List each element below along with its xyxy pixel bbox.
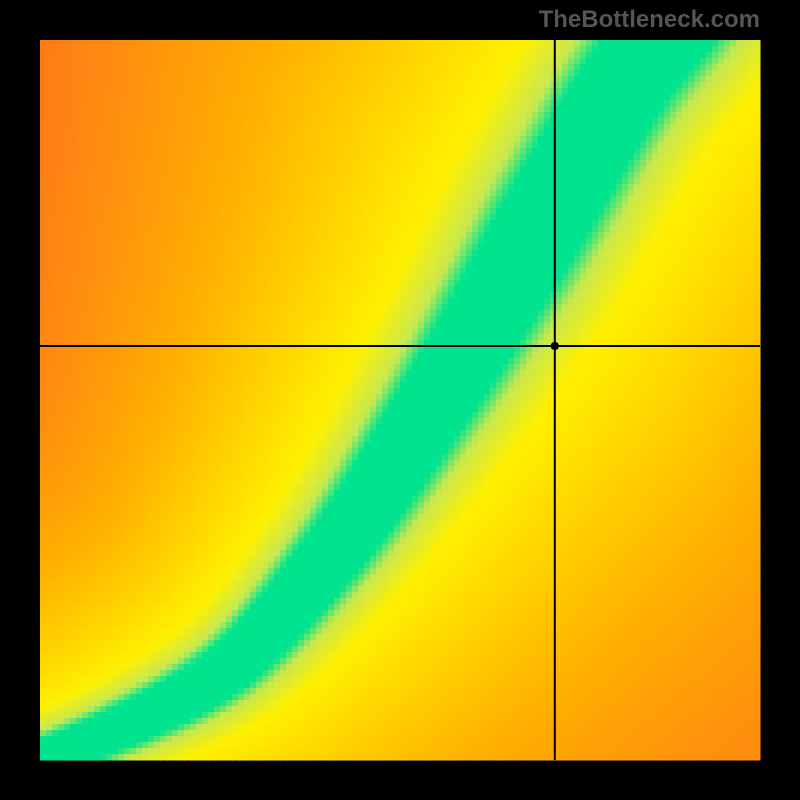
watermark-text: TheBottleneck.com bbox=[539, 6, 760, 34]
chart-container: TheBottleneck.com bbox=[0, 0, 800, 800]
bottleneck-heatmap bbox=[0, 0, 800, 800]
